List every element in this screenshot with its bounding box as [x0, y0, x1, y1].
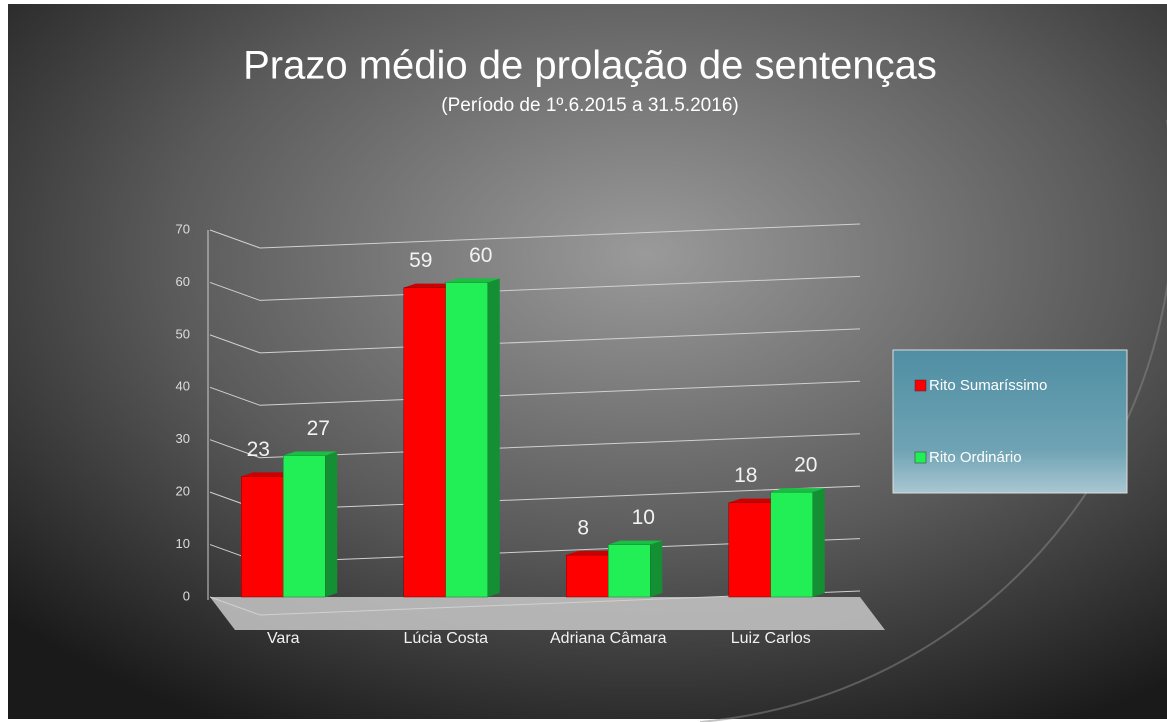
data-label: 59 — [409, 249, 432, 272]
legend-swatch — [914, 379, 927, 392]
bar — [445, 282, 488, 598]
legend-swatch — [914, 451, 927, 464]
y-tick-label: 20 — [176, 484, 190, 499]
x-tick-label: Lúcia Costa — [404, 630, 489, 647]
chart-subtitle: (Período de 1º.6.2015 a 31.5.2016) — [441, 95, 738, 116]
grid-line — [209, 590, 861, 616]
y-tick-label: 10 — [176, 536, 190, 551]
bar-top — [283, 451, 338, 456]
bar-side — [325, 451, 338, 597]
bar — [283, 455, 326, 598]
data-label: 10 — [632, 506, 655, 529]
y-tick-label: 30 — [176, 431, 190, 446]
grid-line — [209, 328, 861, 354]
y-tick-label: 70 — [176, 221, 190, 236]
bar-top — [241, 472, 296, 477]
y-tick-label: 0 — [183, 588, 190, 603]
bar-top — [608, 540, 663, 545]
grid-line — [209, 275, 861, 301]
bar — [566, 554, 609, 598]
bar — [728, 502, 771, 598]
chart-title: Prazo médio de prolação de sentenças — [243, 44, 937, 88]
legend-label: Rito Ordinário — [929, 449, 1022, 466]
legend-label: Rito Sumaríssimo — [929, 377, 1047, 394]
y-tick-label: 40 — [176, 379, 190, 394]
decor-arc — [699, 120, 1167, 722]
y-tick-label: 60 — [176, 274, 190, 289]
legend-box — [892, 349, 1128, 494]
grid-line — [209, 433, 861, 459]
data-label: 18 — [734, 464, 757, 487]
bar-top — [728, 498, 783, 503]
bar — [608, 544, 651, 598]
bar-side — [487, 278, 500, 597]
grid-line — [209, 380, 861, 406]
data-label: 8 — [577, 517, 589, 540]
bar-side — [650, 540, 663, 597]
x-tick-label: Luiz Carlos — [731, 630, 811, 647]
data-label: 23 — [247, 438, 270, 461]
bar-top — [770, 488, 825, 493]
bar-side — [812, 488, 825, 597]
data-label: 20 — [794, 454, 817, 477]
bar — [241, 476, 284, 598]
bar-top — [566, 551, 621, 556]
grid-line — [209, 223, 861, 249]
x-tick-label: Vara — [267, 630, 300, 647]
bar — [403, 287, 446, 598]
data-label: 60 — [469, 244, 492, 267]
x-tick-label: Adriana Câmara — [550, 630, 667, 647]
floor — [210, 597, 885, 630]
y-tick-label: 50 — [176, 326, 190, 341]
bar-top — [403, 283, 458, 288]
bar — [770, 491, 813, 598]
bar-top — [445, 278, 500, 283]
data-label: 27 — [307, 417, 330, 440]
